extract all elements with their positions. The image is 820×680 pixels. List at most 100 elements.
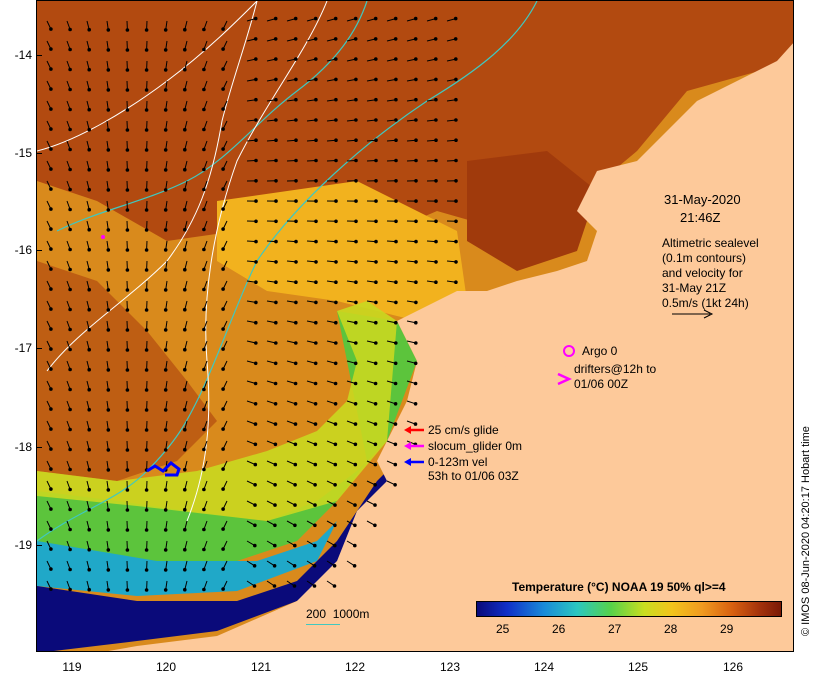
velocity-arrow-head [87,247,92,252]
velocity-arrow-head [68,587,72,592]
velocity-arrow-head [373,523,377,528]
velocity-arrow-head [434,280,438,285]
velocity-arrow-head [293,523,297,528]
velocity-arrow-head [68,407,72,412]
velocity-arrow-head [144,28,149,32]
colorbar-tick-label: 28 [664,622,678,636]
velocity-arrow-head [274,199,278,203]
velocity-arrow-head [221,187,225,191]
velocity-arrow-head [202,107,206,112]
land-mass [108,43,793,651]
velocity-arrow-head [68,267,72,272]
velocity-arrow-head [125,248,130,252]
velocity-arrow-head [254,118,258,122]
velocity-arrow-head [106,568,111,572]
velocity-arrow-head [354,300,358,305]
velocity-arrow-head [106,588,111,592]
velocity-arrow-head [313,442,318,447]
velocity-arrow-head [454,158,458,163]
velocity-arrow-head [202,467,206,472]
velocity-arrow-head [183,187,187,192]
velocity-arrow-head [144,108,149,112]
x-tick-label: 120 [155,660,177,674]
velocity-arrow-head [393,442,398,447]
velocity-arrow-head [314,260,318,264]
velocity-arrow-head [163,208,168,212]
velocity-arrow-head [202,407,206,412]
velocity-arrow-head [334,260,338,264]
velocity-arrow-head [106,428,111,432]
velocity-arrow-head [68,87,72,92]
velocity-arrow-head [294,239,298,244]
glider-legend-glider: slocum_glider 0m [428,439,523,453]
velocity-arrow-head [163,128,168,132]
velocity-arrow-head [373,422,378,426]
velocity-arrow-head [353,361,358,366]
velocity-arrow-head [274,138,278,142]
velocity-arrow-head [125,328,130,332]
velocity-arrow-head [221,227,225,231]
velocity-arrow-head [374,179,378,183]
velocity-arrow-head [106,328,111,332]
velocity-arrow-head [373,37,378,41]
velocity-arrow-head [202,87,206,92]
velocity-arrow-head [373,483,377,487]
velocity-arrow-head [393,483,397,487]
colorbar-tick-label: 26 [552,622,566,636]
sealevel-contour-1 [46,1,258,372]
x-tick-label: 123 [439,660,461,674]
velocity-arrow-head [354,97,358,102]
velocity-arrow-head [202,167,206,172]
velocity-arrow-head [254,179,258,183]
velocity-arrow-head [68,207,72,212]
velocity-arrow-head [163,268,168,272]
velocity-arrow-head [87,327,92,332]
velocity-arrow-head [454,138,458,142]
velocity-arrow-head [354,138,358,142]
velocity-arrow-head [163,408,168,412]
velocity-arrow-head [106,268,111,272]
velocity-arrow-head [202,67,206,72]
velocity-arrow-head [353,381,358,386]
velocity-arrow-head [373,361,378,366]
x-tick-label: 122 [344,660,366,674]
argo-label: Argo 0 [582,344,618,358]
velocity-arrow-head [202,27,206,32]
velocity-arrow-head [434,77,438,82]
velocity-arrow-head [68,67,72,72]
velocity-arrow-head [434,179,438,183]
velocity-arrow-head [87,127,92,132]
velocity-arrow-head [125,108,130,112]
velocity-arrow-head [274,158,278,163]
velocity-arrow-head [373,503,377,507]
velocity-arrow-head [68,527,72,532]
velocity-arrow-head [414,320,418,325]
y-tick-label: -17 [14,341,32,355]
velocity-arrow-head [144,188,149,192]
velocity-arrow-head [68,447,72,452]
velocity-arrow-head [313,402,318,406]
velocity-arrow-head [87,287,92,292]
velocity-arrow-head [202,307,206,312]
velocity-arrow-head [294,341,298,345]
velocity-arrow-head [254,300,258,305]
velocity-arrow-head [434,239,438,244]
velocity-arrow-head [125,428,130,432]
velocity-arrow-head [49,147,53,151]
velocity-arrow-head [374,219,378,224]
velocity-arrow-field [46,16,458,592]
velocity-arrow-head [144,248,149,252]
velocity-arrow-head [253,402,258,406]
velocity-arrow-head [333,462,338,467]
velocity-arrow-head [221,147,225,151]
velocity-arrow-head [293,543,297,548]
velocity-arrow-head [125,268,130,272]
velocity-arrow-head [354,158,358,163]
velocity-arrow-head [334,280,338,285]
velocity-arrow-head [49,347,53,351]
velocity-arrow-head [49,327,53,331]
velocity-arrow-head [454,97,458,102]
velocity-arrow-head [374,138,378,142]
velocity-arrow-head [274,320,278,325]
velocity-arrow-head [273,462,278,467]
